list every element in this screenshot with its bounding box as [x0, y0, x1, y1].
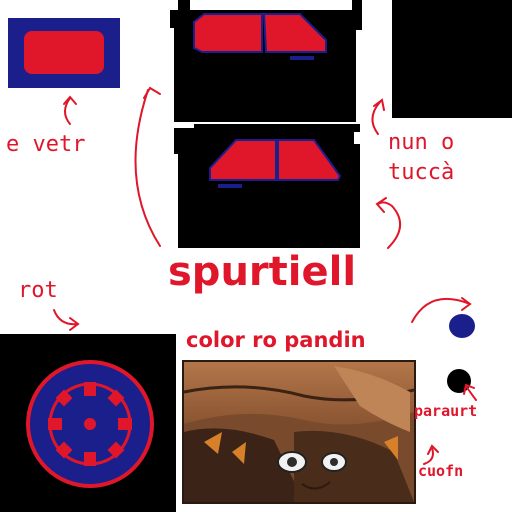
black-dot: [447, 369, 471, 393]
label-dont-touch-line1: nun o: [388, 130, 455, 155]
window-panel-middle: [174, 124, 366, 248]
label-mirrors: spurtiell: [168, 249, 357, 295]
label-dont-touch-line2: tuccà: [388, 160, 455, 185]
label-glass: e vetr: [6, 132, 86, 157]
panel-artwork: [182, 360, 416, 504]
label-wheel: rot: [18, 278, 58, 303]
blue-dot: [449, 314, 475, 338]
label-panel-color: color ro pandin: [186, 328, 366, 352]
glass-swatch: [8, 18, 120, 88]
label-bumper: paraurt: [414, 402, 478, 420]
label-cushion: cuofn: [418, 462, 464, 480]
wheel-texture: [0, 334, 176, 512]
black-block-top-right: [392, 0, 512, 118]
window-panel-top: [170, 0, 362, 122]
